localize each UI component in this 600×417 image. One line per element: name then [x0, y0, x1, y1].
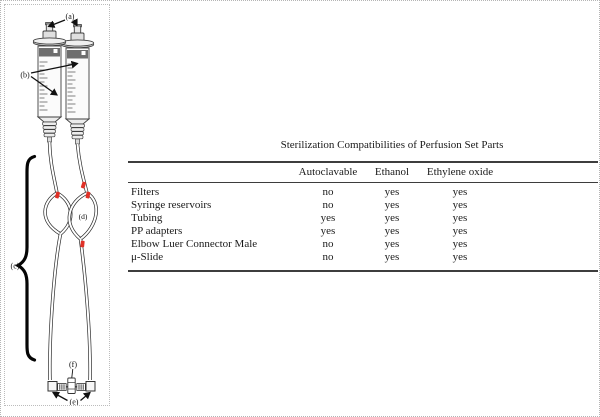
brace-c	[14, 154, 37, 362]
cell-ethylene-oxide: yes	[452, 212, 468, 224]
table-row: μ-Slide no yes yes	[128, 251, 598, 271]
figure-label-b: (b)	[20, 71, 30, 80]
table-row: Tubing yes yes yes	[128, 212, 598, 225]
pp-adapter-mark	[85, 191, 91, 199]
elbow-connector-left	[47, 381, 58, 392]
cell-autoclavable: no	[322, 199, 334, 211]
figure-label-d: (d)	[79, 212, 88, 221]
syringe-barrel-right	[65, 47, 90, 120]
table-row: PP adapters yes yes yes	[128, 225, 598, 238]
compatibility-table: Autoclavable Ethanol Ethylene oxide Filt…	[128, 161, 598, 272]
table-row: Filters no yes yes	[128, 183, 598, 200]
table-row: Elbow Luer Connector Male no yes yes	[128, 238, 598, 251]
part-name: μ-Slide	[131, 251, 164, 263]
header-ethanol: Ethanol	[363, 162, 421, 183]
perfusion-set-panel: (a) (b) (c) (d) (e) (f)	[4, 4, 110, 407]
syringe-barrel-left	[37, 45, 62, 118]
part-name: Elbow Luer Connector Male	[131, 238, 258, 250]
tubing	[43, 141, 98, 381]
part-name: Tubing	[131, 212, 163, 224]
cell-ethanol: yes	[384, 251, 400, 263]
micro-slide-assembly	[47, 377, 96, 394]
cell-ethylene-oxide: yes	[452, 186, 468, 198]
pp-adapter-mark	[54, 191, 60, 199]
cell-autoclavable: yes	[320, 212, 336, 224]
cell-autoclavable: no	[322, 238, 334, 250]
elbow-connector-right	[85, 381, 96, 392]
figure-label-a: (a)	[66, 12, 75, 21]
cell-ethylene-oxide: yes	[452, 238, 468, 250]
table-row: Syringe reservoirs no yes yes	[128, 199, 598, 212]
cell-ethylene-oxide: yes	[452, 251, 468, 263]
header-ethylene-oxide: Ethylene oxide	[421, 162, 499, 183]
part-name: Syringe reservoirs	[131, 199, 212, 211]
cell-ethanol: yes	[384, 212, 400, 224]
cell-ethanol: yes	[384, 199, 400, 211]
pp-adapter-mark	[80, 240, 85, 248]
figure-annotations: (a) (b) (c) (d) (e) (f)	[11, 12, 91, 407]
table-header-row: Autoclavable Ethanol Ethylene oxide	[128, 162, 598, 183]
header-part-column	[128, 162, 293, 183]
pp-adapters	[54, 181, 91, 248]
cell-autoclavable: no	[322, 186, 334, 198]
header-autoclavable: Autoclavable	[293, 162, 363, 183]
cell-autoclavable: yes	[320, 225, 336, 237]
figure-label-f: (f)	[69, 360, 77, 369]
perfusion-set-diagram: (a) (b) (c) (d) (e) (f)	[11, 12, 98, 407]
pp-adapter-mark	[80, 181, 87, 189]
cell-ethanol: yes	[384, 238, 400, 250]
part-name: Filters	[131, 186, 160, 198]
cell-ethylene-oxide: yes	[452, 225, 468, 237]
cell-autoclavable: no	[322, 251, 334, 263]
table-title: Sterilization Compatibilities of Perfusi…	[280, 139, 504, 151]
figure-label-e: (e)	[70, 398, 79, 406]
cell-ethylene-oxide: yes	[452, 199, 468, 211]
cell-ethanol: yes	[384, 186, 400, 198]
syringe-reservoir-right	[60, 24, 95, 145]
part-name: PP adapters	[131, 225, 183, 237]
micro-slide	[67, 377, 76, 394]
figure-label-c: (c)	[11, 262, 20, 271]
cell-ethanol: yes	[384, 225, 400, 237]
